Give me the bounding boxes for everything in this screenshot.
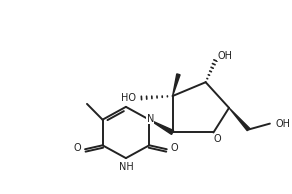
Polygon shape [229, 108, 250, 131]
Text: O: O [213, 134, 221, 144]
Polygon shape [173, 74, 180, 96]
Text: NH: NH [119, 162, 133, 172]
Text: O: O [74, 143, 81, 153]
Text: OH: OH [218, 51, 233, 61]
Text: OH: OH [275, 119, 290, 129]
Text: N: N [147, 114, 154, 124]
Polygon shape [149, 120, 174, 134]
Text: HO: HO [121, 93, 136, 103]
Text: O: O [171, 143, 178, 153]
